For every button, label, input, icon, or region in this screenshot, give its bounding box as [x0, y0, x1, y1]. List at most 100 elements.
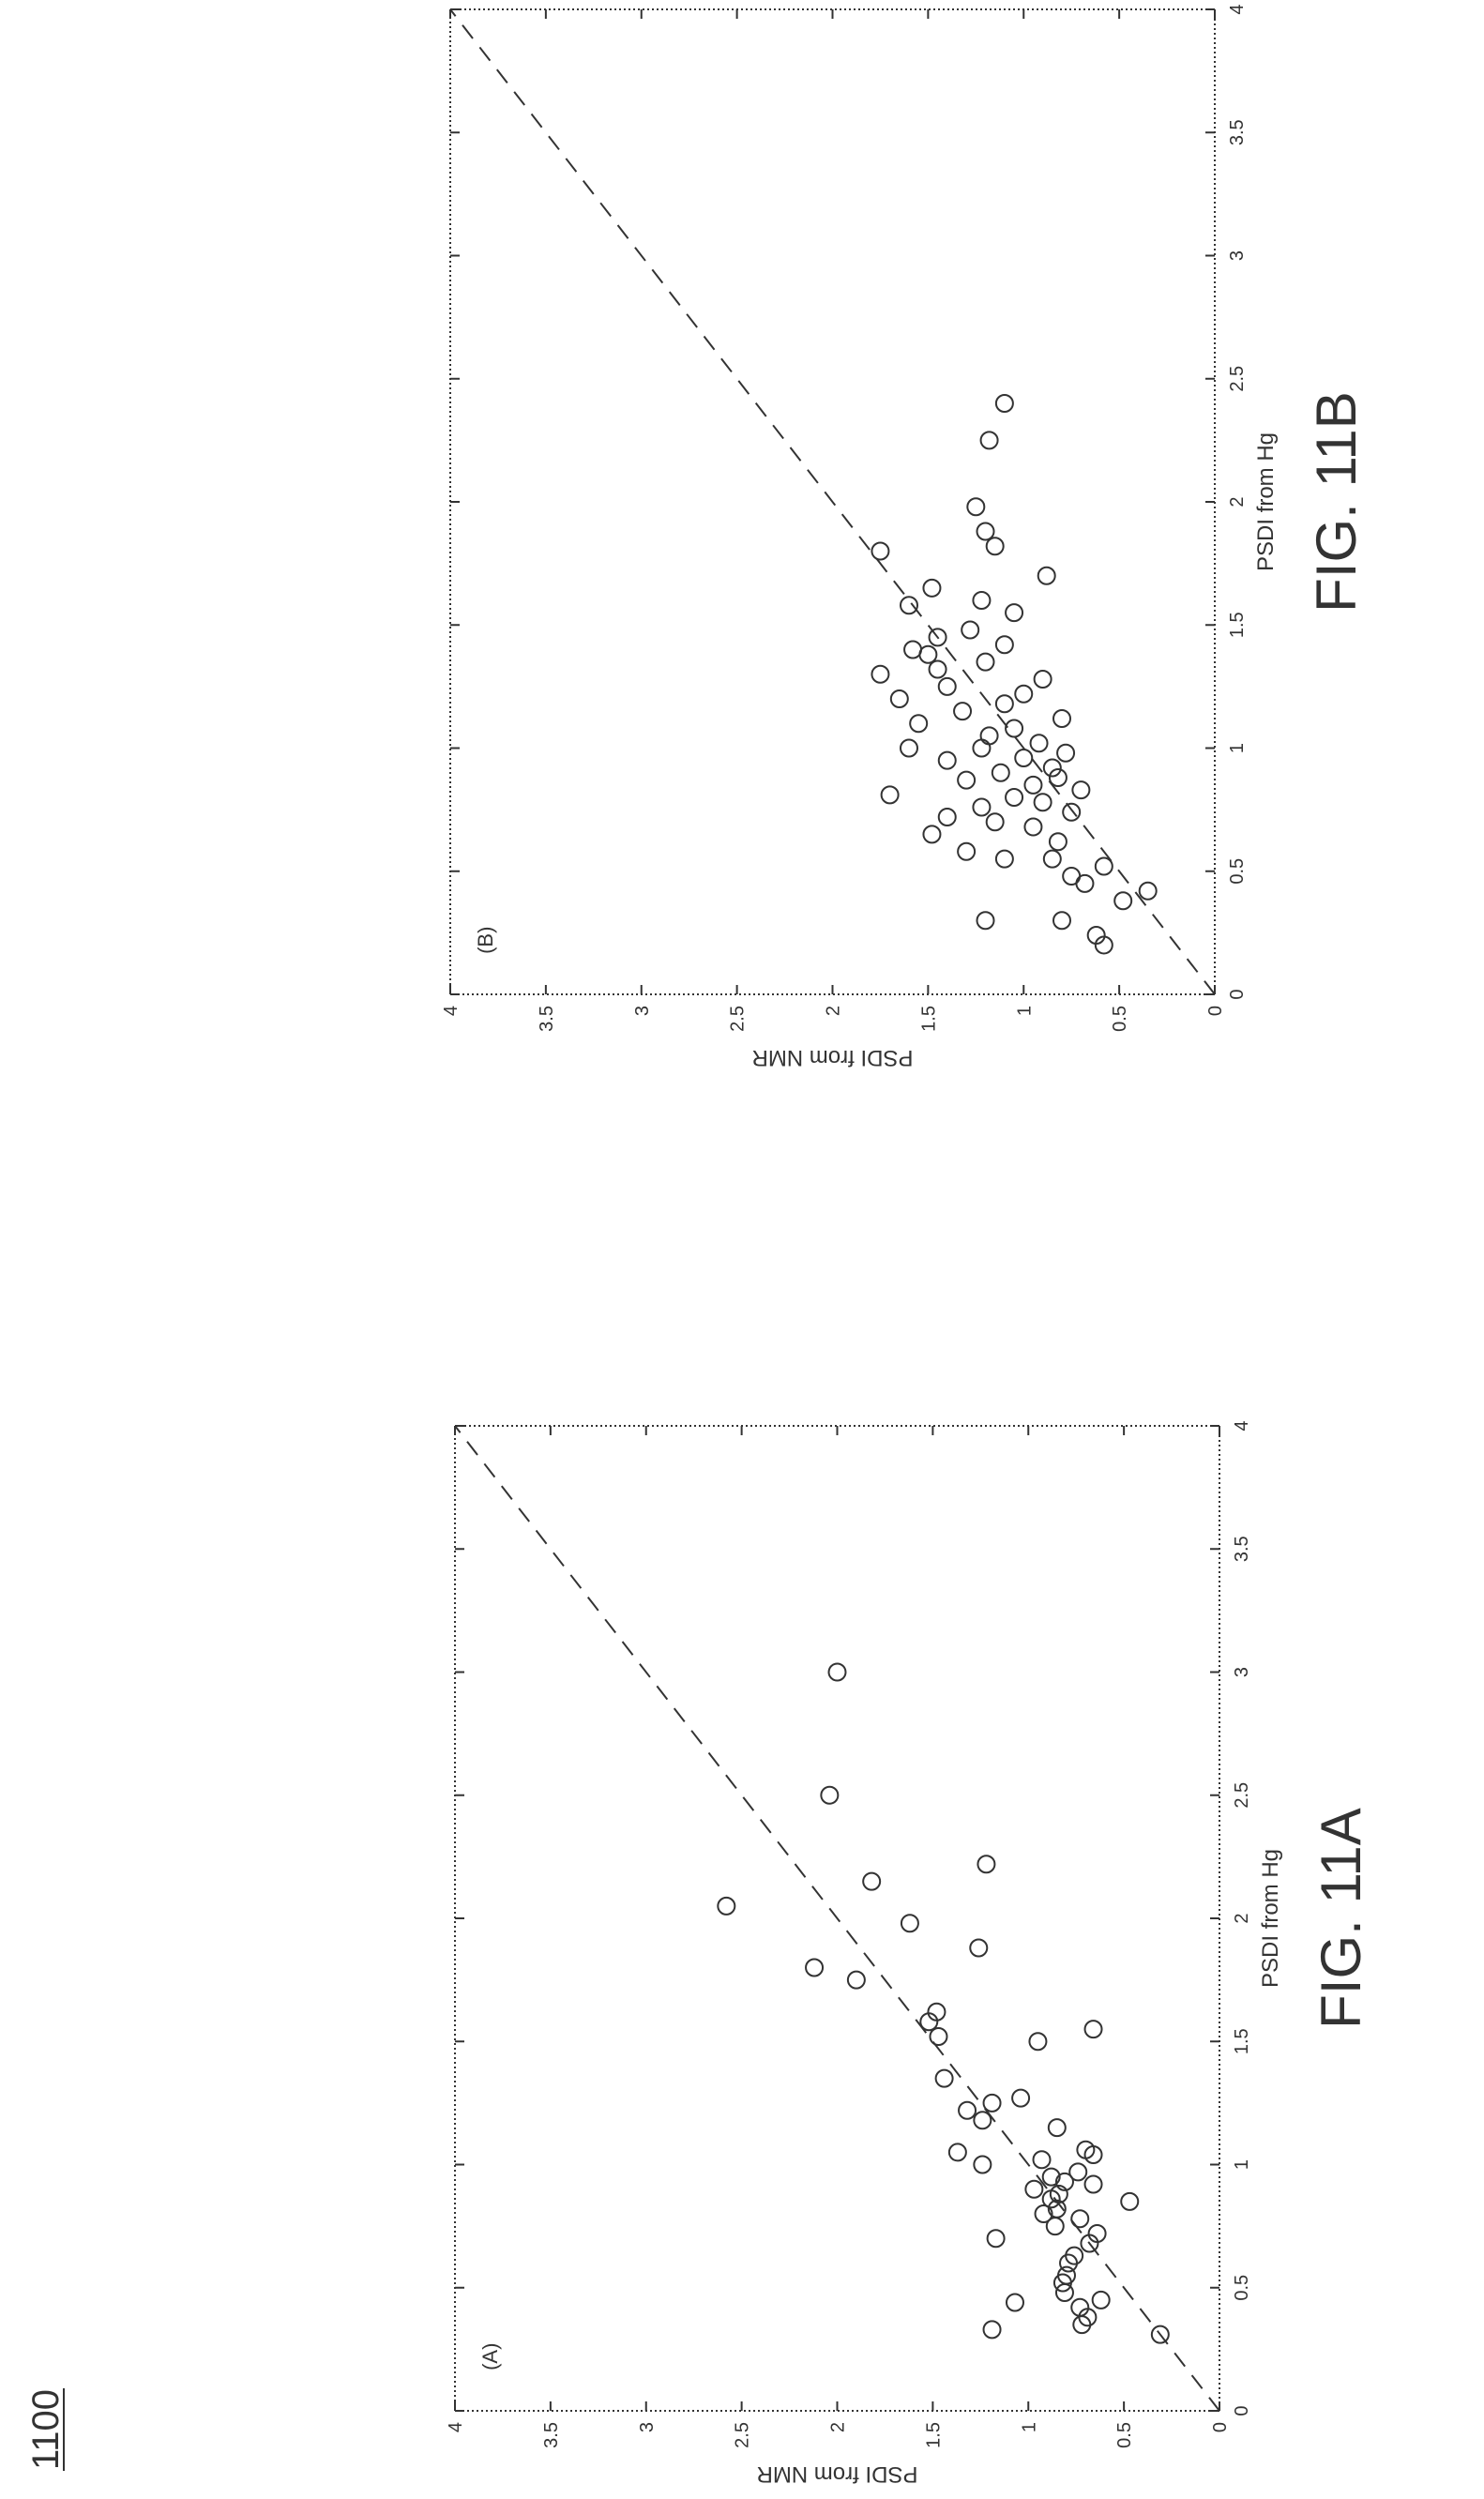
- data-point: [918, 644, 938, 664]
- x-tick-label: 2.5: [1232, 1782, 1252, 1809]
- data-point: [973, 2111, 992, 2130]
- data-point: [1028, 2032, 1048, 2052]
- data-point: [1023, 775, 1043, 795]
- data-point: [871, 664, 890, 684]
- x-tick-label: 0.5: [1227, 858, 1248, 885]
- x-tick-label: 2: [1227, 496, 1248, 507]
- x-axis-label: PSDI from Hg: [1253, 432, 1279, 571]
- data-point: [1113, 891, 1133, 911]
- data-point: [1029, 734, 1049, 753]
- figure-caption: FIG. 11A: [1310, 1808, 1372, 2029]
- data-point: [966, 497, 986, 517]
- data-point: [1087, 2224, 1107, 2243]
- data-point: [805, 1958, 825, 1977]
- reference-line: [454, 1425, 1220, 2412]
- data-point: [972, 591, 992, 610]
- x-tick-label: 4: [1232, 1420, 1252, 1431]
- data-point: [976, 652, 995, 672]
- y-tick-label: 0: [1210, 2422, 1231, 2432]
- data-point: [928, 628, 947, 647]
- y-tick-label: 2.5: [733, 2422, 753, 2448]
- data-point: [1005, 788, 1024, 807]
- data-point: [900, 1914, 919, 1933]
- data-point: [982, 2093, 1002, 2113]
- y-tick-label: 0.5: [1114, 2422, 1135, 2448]
- data-point: [900, 738, 918, 758]
- data-point: [937, 808, 957, 826]
- data-point: [994, 394, 1014, 413]
- data-point: [1047, 2118, 1067, 2138]
- data-point: [717, 1896, 736, 1916]
- data-point: [820, 1785, 840, 1805]
- data-point: [977, 1855, 996, 1874]
- figure-number-text: 1100: [25, 2389, 67, 2470]
- data-point: [1042, 849, 1062, 869]
- y-tick-label: 3: [637, 2422, 658, 2432]
- y-tick-label: 1.5: [923, 2422, 944, 2448]
- y-tick-label: 0.5: [1110, 1006, 1130, 1032]
- data-point: [976, 522, 995, 541]
- data-point: [986, 2229, 1006, 2249]
- data-point: [957, 770, 977, 790]
- data-point: [1071, 780, 1091, 800]
- data-point: [1138, 881, 1158, 901]
- data-point: [1083, 2174, 1103, 2194]
- data-point: [979, 726, 999, 746]
- data-point: [937, 676, 957, 696]
- data-point: [900, 596, 918, 615]
- y-tick-label: 1: [1014, 1006, 1035, 1016]
- data-point: [994, 849, 1014, 869]
- data-point: [1034, 2204, 1053, 2223]
- y-tick-label: 0: [1205, 1006, 1226, 1016]
- data-point: [1065, 2246, 1084, 2265]
- data-point: [937, 750, 957, 770]
- data-point: [991, 763, 1010, 782]
- data-point: [1032, 2150, 1052, 2170]
- data-point: [903, 640, 923, 659]
- data-point: [871, 541, 890, 561]
- y-tick-label: 3.5: [541, 2422, 562, 2448]
- data-point: [1014, 684, 1034, 704]
- data-point: [1023, 817, 1043, 837]
- data-point: [1083, 2020, 1103, 2039]
- data-point: [979, 431, 999, 450]
- figure-caption: FIG. 11B: [1305, 391, 1368, 613]
- data-point: [1033, 670, 1052, 689]
- data-point: [922, 578, 942, 598]
- y-tick-label: 3.5: [537, 1006, 557, 1032]
- data-point: [889, 689, 909, 708]
- data-point: [1076, 2140, 1096, 2159]
- x-tick-label: 3.5: [1227, 119, 1248, 145]
- chart-panel-a: 0 0.5 1 1.5 2 2.5 3 3.5 4 0 0.5 1 1.5 2 2.5 3 3.5 4 PSDI f…: [446, 1420, 1372, 2487]
- data-point: [1047, 2199, 1067, 2219]
- data-point: [1056, 743, 1076, 763]
- x-tick-label: 3: [1227, 250, 1248, 261]
- data-point: [1086, 926, 1106, 945]
- x-axis-label: PSDI from Hg: [1258, 1849, 1283, 1988]
- data-point: [1052, 709, 1071, 728]
- data-point: [909, 714, 929, 734]
- data-point: [846, 1970, 866, 1990]
- data-point: [922, 825, 942, 844]
- y-tick-label: 4: [446, 2422, 466, 2432]
- data-point: [1070, 2297, 1090, 2317]
- x-tick-label: 1.5: [1227, 612, 1248, 638]
- reference-line: [449, 8, 1216, 995]
- data-point: [985, 537, 1005, 556]
- data-point: [994, 694, 1014, 714]
- data-point: [985, 812, 1005, 832]
- data-point: [1048, 768, 1068, 787]
- y-tick-label: 1.5: [918, 1006, 939, 1032]
- data-point: [1005, 2293, 1024, 2312]
- x-tick-label: 3.5: [1232, 1536, 1252, 1562]
- x-tick-label: 3: [1232, 1667, 1252, 1677]
- data-point: [994, 635, 1014, 655]
- data-point: [929, 2027, 948, 2046]
- data-point: [1057, 2265, 1076, 2285]
- data-point: [1005, 719, 1024, 738]
- data-point: [880, 785, 900, 805]
- data-point: [972, 738, 992, 758]
- data-point: [927, 2002, 946, 2022]
